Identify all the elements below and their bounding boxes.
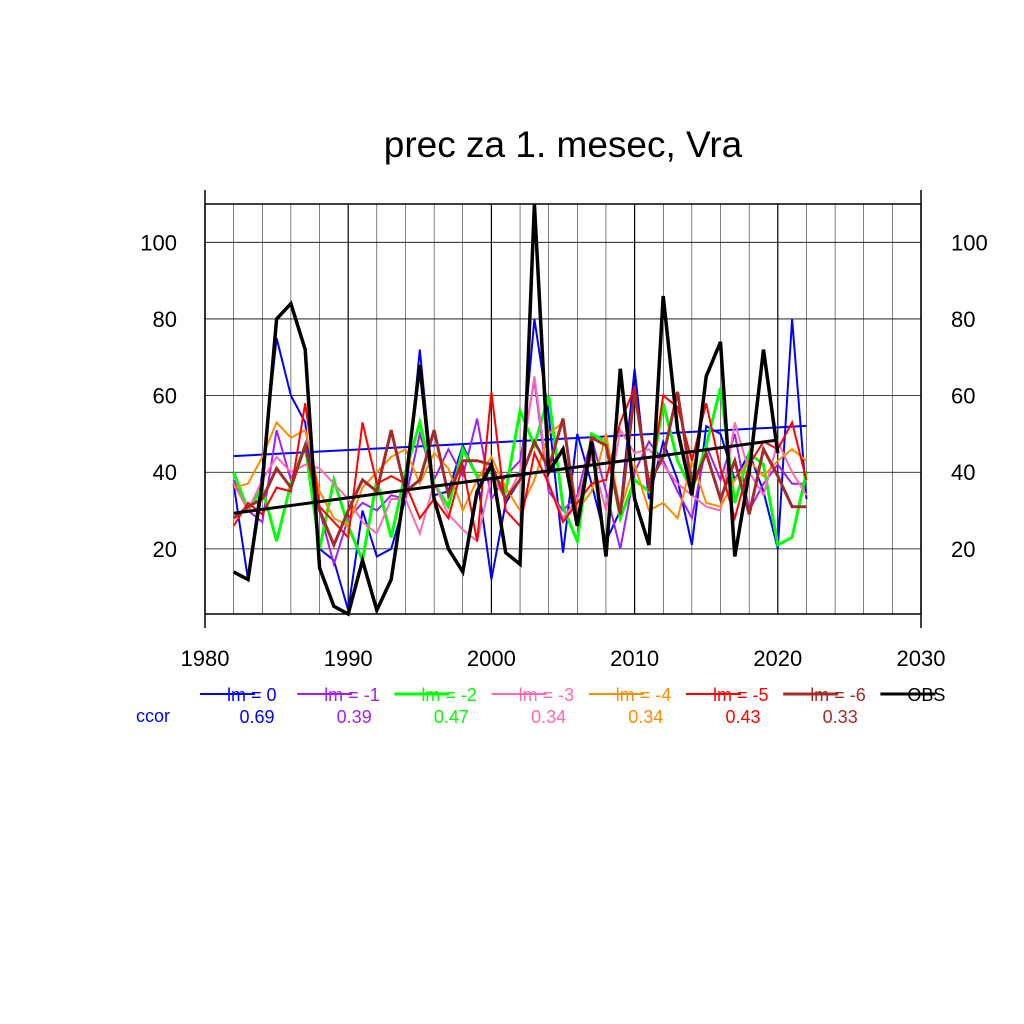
legend-label: lm = -6	[810, 685, 866, 705]
series-1	[232, 380, 807, 568]
series-line	[233, 420, 808, 528]
x-tick-label: 1980	[181, 646, 230, 671]
legend-label: lm = -3	[519, 685, 575, 705]
x-tick-label: 2020	[753, 646, 802, 671]
legend-entry-1: lm = -10.39	[297, 685, 380, 727]
series-lines	[232, 203, 808, 617]
legend-label: lm = -2	[421, 685, 477, 705]
legend-entry-5: lm = -50.43	[686, 685, 769, 727]
legend-entry-0: lm = 00.69	[200, 685, 277, 727]
legend-entry-7: OBS	[880, 685, 945, 705]
y-tick-label-left: 20	[153, 537, 177, 562]
y-tick-label-left: 80	[153, 307, 177, 332]
series-6	[232, 391, 807, 549]
ccor-label: ccor	[136, 706, 170, 726]
y-tick-label-left: 100	[140, 230, 177, 255]
legend-ccor-value: 0.69	[239, 707, 274, 727]
legend-entry-6: lm = -60.33	[783, 685, 866, 727]
legend-label: lm = -4	[616, 685, 672, 705]
series-line	[232, 203, 780, 617]
trend-line	[233, 438, 778, 515]
legend-ccor-value: 0.34	[628, 707, 663, 727]
x-tick-label: 1990	[324, 646, 373, 671]
legend-label: lm = -5	[713, 685, 769, 705]
y-tick-label-left: 40	[153, 460, 177, 485]
legend-label: OBS	[907, 685, 945, 705]
series-line	[232, 376, 808, 543]
y-tick-label-right: 100	[951, 230, 988, 255]
axes: 1980 1990 2000 2010 2020 20302040608010020406…	[140, 190, 988, 671]
legend-ccor-value: 0.47	[434, 707, 469, 727]
y-tick-label-right: 20	[951, 537, 975, 562]
x-tick-label: 2010	[610, 646, 659, 671]
y-tick-label-right: 80	[951, 307, 975, 332]
legend-entry-3: lm = -30.34	[491, 685, 575, 727]
legend-label: lm = -1	[324, 685, 380, 705]
series-3	[232, 376, 808, 543]
legend-ccor-value: 0.33	[823, 707, 858, 727]
series-7	[232, 203, 780, 617]
legend-ccor-value: 0.34	[531, 707, 566, 727]
legend-entry-2: lm = -20.47	[394, 685, 477, 727]
y-tick-label-left: 60	[153, 384, 177, 409]
legend-ccor-value: 0.39	[337, 707, 372, 727]
y-tick-label-right: 60	[951, 384, 975, 409]
series-line	[232, 391, 807, 549]
legend-ccor-value: 0.43	[725, 707, 760, 727]
y-tick-label-right: 40	[951, 460, 975, 485]
legend-label: lm = 0	[227, 685, 277, 705]
chart-title: prec za 1. mesec, Vra	[384, 124, 743, 165]
legend-entry-4: lm = -40.34	[588, 685, 672, 727]
series-line	[232, 380, 807, 568]
x-tick-label: 2000	[467, 646, 516, 671]
series-4	[233, 420, 808, 528]
x-tick-label: 2030	[897, 646, 946, 671]
